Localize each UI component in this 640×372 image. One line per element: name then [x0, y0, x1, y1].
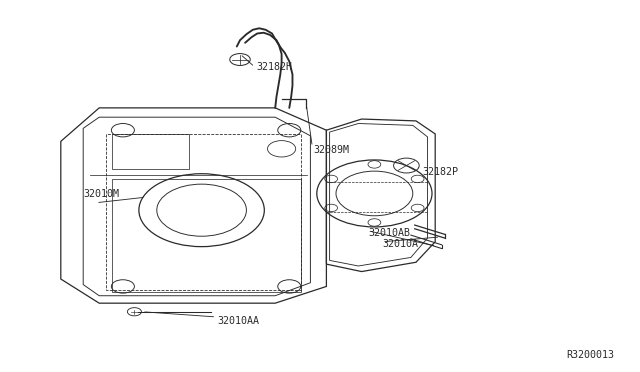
Text: 32182H: 32182H — [256, 62, 292, 72]
Text: 32010AA: 32010AA — [218, 316, 260, 326]
Text: 32182P: 32182P — [422, 167, 458, 177]
Text: 32010M: 32010M — [83, 189, 119, 199]
Text: 32010AB: 32010AB — [368, 228, 410, 237]
Text: R3200013: R3200013 — [566, 350, 614, 360]
Text: 32010A: 32010A — [383, 239, 419, 248]
Text: 32089M: 32089M — [314, 145, 349, 154]
